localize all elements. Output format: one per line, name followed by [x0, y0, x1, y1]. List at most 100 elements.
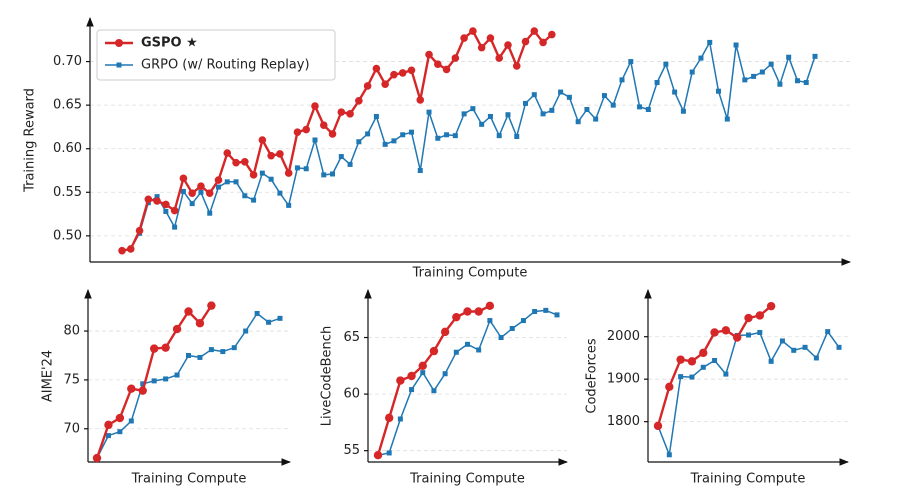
data-point — [665, 382, 674, 392]
data-point — [777, 81, 783, 87]
x-axis-label: Training Compute — [409, 472, 525, 487]
legend-label: GSPO ★ — [141, 36, 198, 51]
data-point — [151, 378, 157, 384]
data-point — [277, 190, 283, 196]
data-point — [328, 130, 337, 138]
data-point — [699, 348, 708, 358]
y-axis-label: CodeForces — [585, 338, 600, 413]
data-point — [732, 333, 742, 342]
data-point — [742, 77, 748, 83]
data-point — [381, 80, 389, 89]
data-point — [198, 189, 204, 195]
data-point — [485, 301, 495, 311]
y-tick-label: 55 — [343, 443, 360, 458]
data-point — [672, 89, 678, 95]
data-point — [479, 121, 485, 127]
legend-label: GRPO (w/ Routing Replay) — [141, 58, 310, 73]
data-point — [759, 69, 765, 75]
data-point — [249, 171, 258, 179]
data-point — [172, 324, 182, 334]
data-point — [794, 78, 800, 84]
data-point — [509, 325, 515, 331]
data-point — [619, 77, 625, 83]
data-point — [149, 344, 159, 353]
data-point — [197, 182, 205, 190]
data-point — [645, 107, 651, 112]
y-tick-label: 75 — [63, 372, 80, 387]
data-point — [407, 371, 416, 381]
data-point — [486, 34, 495, 42]
data-point — [302, 125, 311, 134]
data-point — [163, 208, 169, 214]
data-point — [768, 61, 774, 67]
data-point — [207, 301, 216, 310]
data-point — [791, 347, 797, 353]
data-point — [355, 96, 363, 105]
data-point — [104, 420, 113, 430]
y-tick-label: 0.70 — [53, 54, 82, 69]
data-point — [746, 332, 751, 338]
data-point — [465, 341, 470, 347]
data-point — [293, 128, 302, 136]
data-point — [601, 93, 607, 99]
data-point — [755, 311, 765, 320]
data-point — [558, 89, 564, 95]
data-point — [452, 312, 461, 322]
data-point — [766, 301, 776, 311]
data-point — [744, 313, 753, 323]
data-point — [407, 66, 416, 75]
data-point — [463, 307, 472, 316]
data-point — [716, 88, 722, 94]
data-point — [258, 136, 267, 144]
data-point — [118, 246, 126, 255]
data-point — [205, 189, 214, 197]
data-point — [469, 27, 477, 35]
data-point — [496, 133, 502, 139]
series-line — [96, 312, 281, 459]
data-point — [678, 374, 684, 380]
data-point — [442, 65, 451, 74]
data-point — [470, 106, 476, 112]
data-point — [259, 170, 265, 176]
data-point — [303, 166, 309, 172]
data-point — [521, 37, 530, 46]
data-point — [676, 355, 685, 364]
data-point — [460, 34, 468, 42]
data-point — [523, 100, 529, 106]
data-point — [338, 154, 344, 160]
x-axis-label: Training Compute — [412, 266, 528, 281]
series-line — [656, 305, 772, 427]
data-point — [312, 137, 318, 143]
data-point — [346, 110, 354, 118]
data-point — [241, 157, 249, 166]
data-point — [680, 108, 686, 114]
data-point — [363, 82, 372, 90]
x-axis-label: Training Compute — [690, 472, 806, 487]
data-point — [584, 107, 590, 112]
data-point — [825, 329, 831, 335]
data-point — [188, 189, 196, 197]
data-point — [554, 312, 560, 318]
data-point — [803, 79, 809, 85]
y-tick-label: 0.55 — [53, 185, 82, 200]
data-point — [365, 131, 371, 137]
data-point — [153, 197, 161, 205]
data-point — [452, 133, 458, 139]
data-point — [425, 50, 433, 59]
data-point — [180, 188, 186, 194]
series-line — [657, 330, 840, 456]
x-axis-label: Training Compute — [131, 472, 247, 487]
legend-marker — [116, 62, 122, 68]
data-point — [487, 113, 493, 119]
data-point — [687, 357, 697, 366]
data-point — [128, 418, 134, 424]
data-point — [512, 62, 521, 70]
data-point — [409, 387, 415, 393]
data-point — [476, 347, 482, 353]
data-point — [418, 361, 427, 371]
data-point — [92, 453, 102, 463]
data-point — [689, 374, 695, 380]
data-point — [530, 27, 539, 35]
data-point — [433, 60, 442, 68]
